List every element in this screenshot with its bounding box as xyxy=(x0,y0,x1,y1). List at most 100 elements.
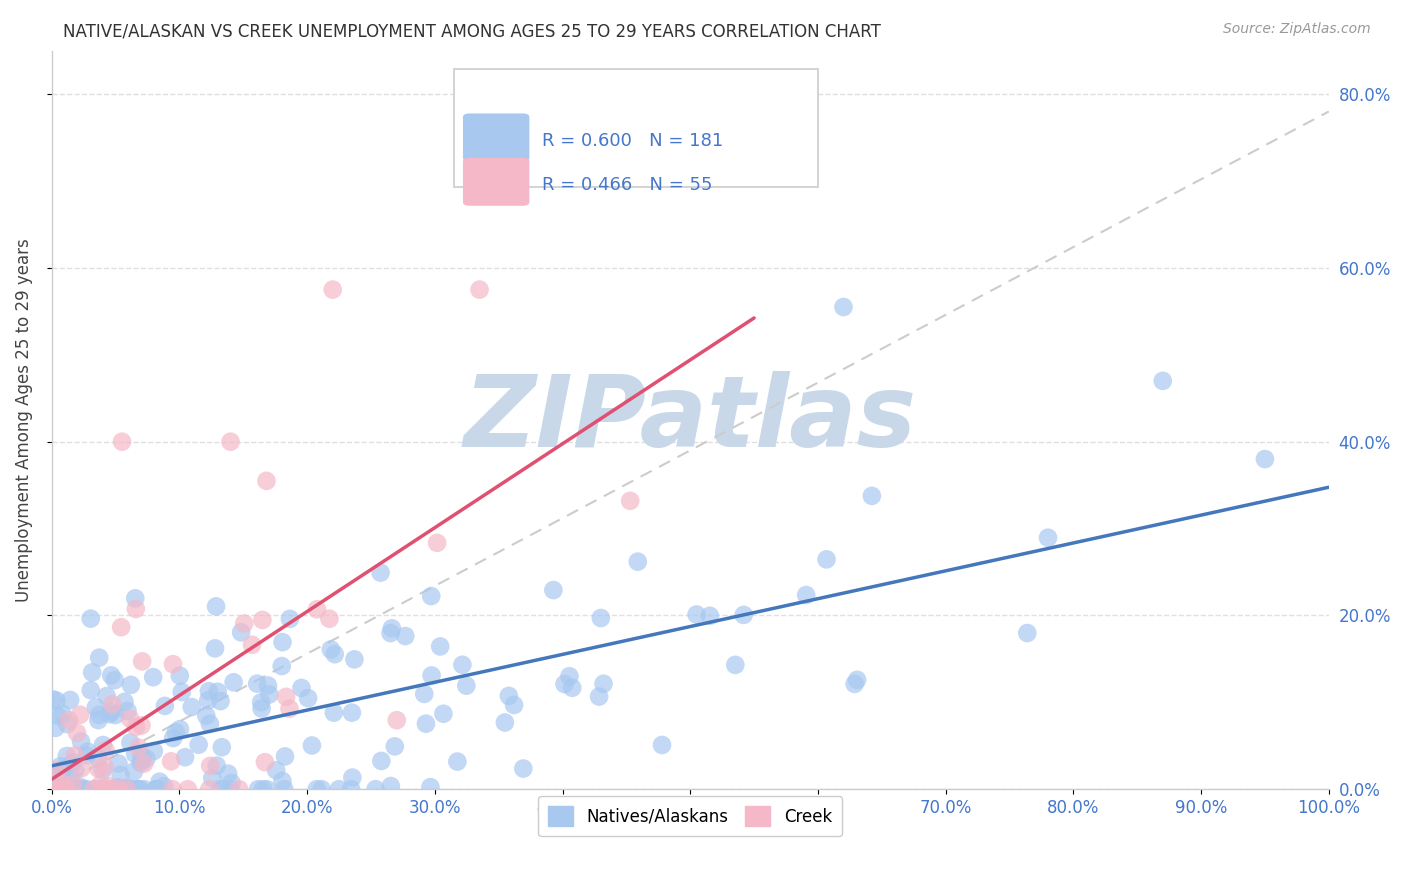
Creek xyxy=(219,434,242,449)
Text: R = 0.600   N = 181: R = 0.600 N = 181 xyxy=(543,132,723,150)
FancyBboxPatch shape xyxy=(463,158,529,206)
Text: Source: ZipAtlas.com: Source: ZipAtlas.com xyxy=(1223,22,1371,37)
Creek xyxy=(252,613,274,627)
Natives/Alaskans xyxy=(52,763,75,777)
Natives/Alaskans xyxy=(51,782,73,797)
Natives/Alaskans xyxy=(1254,452,1277,467)
Creek xyxy=(228,782,250,797)
Y-axis label: Unemployment Among Ages 25 to 29 years: Unemployment Among Ages 25 to 29 years xyxy=(15,238,32,602)
Creek xyxy=(111,434,134,449)
Natives/Alaskans xyxy=(145,782,167,797)
Creek xyxy=(63,748,86,763)
Natives/Alaskans xyxy=(370,566,392,580)
Natives/Alaskans xyxy=(209,694,232,708)
Natives/Alaskans xyxy=(222,675,245,690)
Creek xyxy=(125,602,148,616)
Creek xyxy=(101,697,124,711)
Natives/Alaskans xyxy=(221,776,243,790)
Natives/Alaskans xyxy=(794,588,817,602)
Natives/Alaskans xyxy=(104,708,127,723)
Natives/Alaskans xyxy=(107,756,129,771)
Natives/Alaskans xyxy=(153,779,176,793)
Natives/Alaskans xyxy=(127,782,149,797)
Creek xyxy=(87,762,110,776)
Creek xyxy=(305,602,328,616)
Natives/Alaskans xyxy=(49,769,72,783)
Natives/Alaskans xyxy=(76,745,98,759)
Natives/Alaskans xyxy=(87,782,110,797)
Natives/Alaskans xyxy=(62,756,84,770)
Natives/Alaskans xyxy=(305,782,328,797)
Natives/Alaskans xyxy=(733,607,755,622)
Natives/Alaskans xyxy=(70,782,93,797)
Natives/Alaskans xyxy=(832,300,855,314)
Natives/Alaskans xyxy=(142,670,165,684)
Natives/Alaskans xyxy=(205,758,228,772)
Natives/Alaskans xyxy=(65,764,87,778)
Creek xyxy=(55,782,77,797)
Natives/Alaskans xyxy=(87,751,110,765)
Natives/Alaskans xyxy=(256,782,278,797)
Natives/Alaskans xyxy=(120,736,142,750)
Natives/Alaskans xyxy=(257,679,280,693)
Natives/Alaskans xyxy=(131,751,153,765)
Natives/Alaskans xyxy=(76,748,98,763)
Creek xyxy=(98,779,121,793)
Natives/Alaskans xyxy=(207,684,229,698)
Natives/Alaskans xyxy=(273,782,295,797)
Natives/Alaskans xyxy=(394,629,416,643)
Creek xyxy=(48,782,70,797)
Creek xyxy=(162,657,184,672)
Natives/Alaskans xyxy=(328,782,350,797)
Natives/Alaskans xyxy=(70,780,93,795)
Natives/Alaskans xyxy=(131,748,153,763)
Natives/Alaskans xyxy=(201,771,224,785)
Natives/Alaskans xyxy=(498,689,520,703)
Natives/Alaskans xyxy=(174,750,197,764)
Natives/Alaskans xyxy=(204,641,226,656)
Creek xyxy=(233,616,256,631)
Natives/Alaskans xyxy=(420,589,443,603)
Natives/Alaskans xyxy=(170,685,193,699)
Natives/Alaskans xyxy=(62,782,84,797)
Natives/Alaskans xyxy=(122,764,145,779)
Creek xyxy=(94,760,117,774)
Natives/Alaskans xyxy=(301,739,323,753)
Natives/Alaskans xyxy=(42,692,65,706)
Natives/Alaskans xyxy=(75,782,97,797)
Creek xyxy=(107,782,129,797)
Natives/Alaskans xyxy=(120,678,142,692)
Natives/Alaskans xyxy=(246,676,269,690)
Natives/Alaskans xyxy=(91,764,114,778)
Natives/Alaskans xyxy=(135,752,157,766)
Natives/Alaskans xyxy=(554,677,576,691)
Natives/Alaskans xyxy=(83,782,105,797)
Natives/Alaskans xyxy=(252,782,274,797)
Natives/Alaskans xyxy=(274,749,297,764)
Natives/Alaskans xyxy=(84,700,107,714)
Natives/Alaskans xyxy=(48,782,70,797)
Natives/Alaskans xyxy=(114,695,136,709)
Creek xyxy=(385,713,408,727)
Creek xyxy=(51,776,73,790)
Natives/Alaskans xyxy=(384,739,406,754)
Natives/Alaskans xyxy=(55,782,77,797)
Natives/Alaskans xyxy=(197,693,219,707)
Natives/Alaskans xyxy=(290,681,312,695)
Natives/Alaskans xyxy=(87,713,110,727)
Natives/Alaskans xyxy=(250,701,273,715)
Natives/Alaskans xyxy=(592,677,614,691)
Creek xyxy=(198,759,221,773)
Creek xyxy=(253,755,276,769)
Text: NATIVE/ALASKAN VS CREEK UNEMPLOYMENT AMONG AGES 25 TO 29 YEARS CORRELATION CHART: NATIVE/ALASKAN VS CREEK UNEMPLOYMENT AMO… xyxy=(63,22,882,40)
Natives/Alaskans xyxy=(103,782,125,797)
Natives/Alaskans xyxy=(846,673,869,687)
Natives/Alaskans xyxy=(42,770,65,784)
FancyBboxPatch shape xyxy=(463,113,529,161)
Natives/Alaskans xyxy=(219,782,242,797)
Natives/Alaskans xyxy=(149,774,172,789)
Legend: Natives/Alaskans, Creek: Natives/Alaskans, Creek xyxy=(538,796,842,837)
Natives/Alaskans xyxy=(180,700,202,714)
Natives/Alaskans xyxy=(198,716,221,731)
Natives/Alaskans xyxy=(128,782,150,797)
